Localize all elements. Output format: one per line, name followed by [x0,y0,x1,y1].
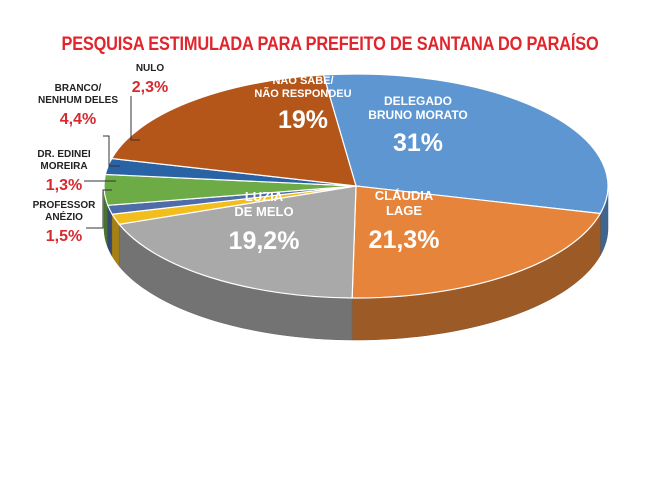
pie-slice-7 [110,74,357,187]
slice-value-label: 1,5% [46,228,82,245]
pie-slice-0 [322,73,609,215]
leader-line [130,96,140,141]
slice-name-label: LAGE [386,203,422,218]
slice-name-label: BRUNO MORATO [368,108,468,122]
slice-name-label: NULO [136,63,165,74]
slice-name-label: NÃO RESPONDEU [254,87,351,100]
slice-name-label: ANÉZIO [45,210,83,223]
pie-slice-1 [351,185,602,299]
slice-name-label: NÃO SABE/ [272,74,333,87]
leader-line [103,135,120,167]
slice-value-label: 31% [393,129,443,157]
pie-slice-2 [118,185,357,299]
slice-name-label: DR. EDINEI [37,149,91,160]
slice-name-label: PROFESSOR [33,200,97,211]
slice-value-label: 4,4% [60,111,96,128]
slice-value-label: 1,3% [46,177,82,194]
slice-name-label: DE MELO [234,204,293,219]
slice-value-label: 19,2% [229,227,300,255]
slice-value-label: 21,3% [369,226,440,254]
slice-value-label: 19% [278,106,328,134]
chart-title: PESQUISA ESTIMULADA PARA PREFEITO DE SAN… [61,34,599,55]
slice-name-label: DELEGADO [384,94,452,108]
slice-name-label: BRANCO/ [55,83,102,94]
leader-line [86,189,112,229]
slice-name-label: LUZIA [245,189,284,204]
slice-name-label: MOREIRA [40,161,87,172]
slice-name-label: NENHUM DELES [38,95,118,106]
slice-value-label: 2,3% [132,79,168,96]
slice-name-label: CLÁUDIA [375,188,434,203]
